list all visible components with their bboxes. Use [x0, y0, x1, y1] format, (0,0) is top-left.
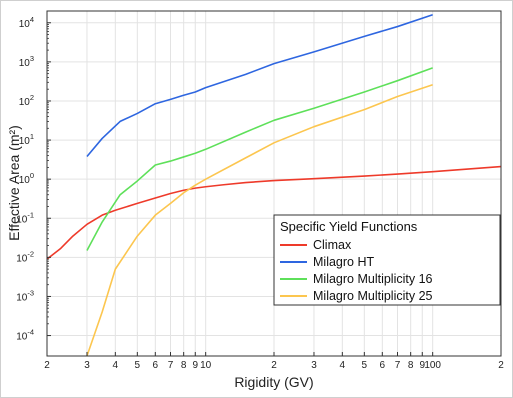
x-tick-label: 4	[340, 360, 346, 371]
x-tick-label: 7	[168, 360, 174, 371]
x-axis-title: Rigidity (GV)	[234, 374, 313, 390]
x-tick-label: 4	[113, 360, 119, 371]
y-tick-label: 10-4	[16, 328, 34, 343]
series-line-milagro-ht	[86, 14, 433, 158]
x-tick-label: 2	[271, 360, 277, 371]
x-tick-label: 8	[408, 360, 414, 371]
legend-label: Milagro Multiplicity 16	[313, 272, 433, 286]
x-tick-label: 5	[135, 360, 141, 371]
legend-items: Climax Milagro HT Milagro Multiplicity 16 M…	[280, 238, 433, 303]
x-tick-label: 5	[362, 360, 368, 371]
x-tick-label: 9	[192, 360, 198, 371]
series-line-milagro-multiplicity-25	[86, 83, 433, 357]
legend-label: Milagro Multiplicity 25	[313, 289, 433, 303]
legend-title: Specific Yield Functions	[280, 219, 418, 234]
y-tick-label: 10-3	[16, 288, 34, 303]
series-line-climax	[46, 165, 502, 260]
legend-box	[273, 214, 501, 306]
x-tick-label: 3	[84, 360, 90, 371]
x-tick-label: 10	[200, 360, 212, 371]
x-tick-label: 6	[153, 360, 159, 371]
series-line-milagro-multiplicity-16	[86, 67, 433, 251]
x-tick-label: 100	[424, 360, 441, 371]
x-tick-label: 7	[395, 360, 401, 371]
y-tick-label: 103	[19, 54, 34, 69]
x-tick-label: 6	[380, 360, 386, 371]
x-tick-label: 9	[419, 360, 425, 371]
x-tick-label: 2	[498, 360, 504, 371]
y-axis-title: Effective Area (m²)	[6, 125, 22, 241]
legend: Specific Yield Functions Climax Milagro H…	[273, 214, 501, 306]
y-tick-label: 104	[19, 15, 34, 30]
series-layer	[46, 14, 502, 357]
y-tick-label: 10-2	[16, 249, 34, 264]
x-tick-label: 3	[311, 360, 317, 371]
y-tick-label: 102	[19, 93, 34, 108]
legend-label: Milagro HT	[313, 255, 374, 269]
x-axis-ticks: 2 3 4 5 6 7 8 9 10 2 3 4 5 6 7 8 9 100 2	[44, 352, 504, 371]
x-tick-label: 8	[181, 360, 187, 371]
legend-label: Climax	[313, 238, 352, 252]
x-tick-label: 2	[44, 360, 50, 371]
